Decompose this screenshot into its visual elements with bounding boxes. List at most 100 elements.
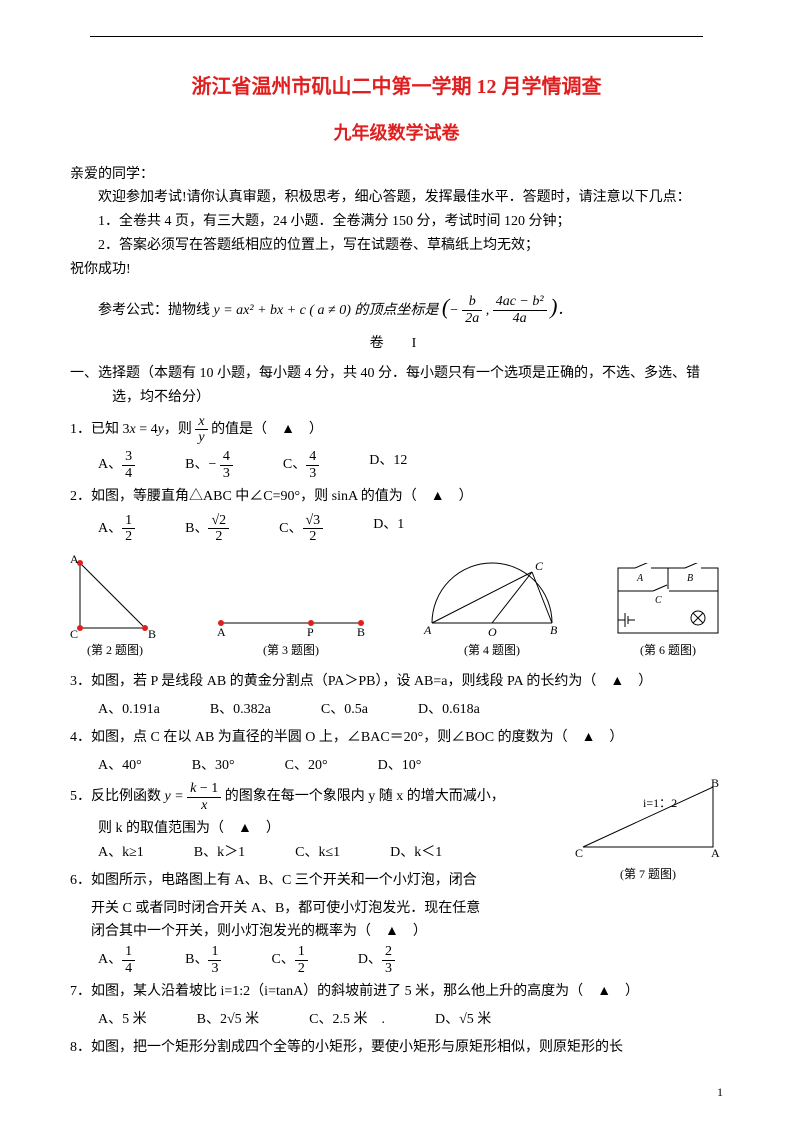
q5-blank: ▲ [238,821,252,836]
q1-blank: ▲ [281,422,295,437]
q6-l3: 闭合其中一个开关，则小灯泡发光的概率为（ ▲ ） [91,920,723,944]
q5-line2-b: ） [252,821,280,836]
q5-stem-b: 的图象在每一个象限内 y 随 x 的增大而减小， [225,789,505,804]
q3-b: B、0.382a [210,698,271,722]
q2-stem-b: ） [445,489,473,504]
svg-text:C: C [575,846,583,857]
svg-text:C: C [535,559,544,573]
rule-2: 2．答案必须写在答题纸相应的位置上，写在试题卷、草稿纸上均无效； [98,234,723,258]
svg-text:A: A [636,573,644,584]
q3-d: D、0.618a [418,698,480,722]
fig-q2: A C B (第 2 题图) [70,553,160,660]
q5-options: A、k≥1 B、k＞1 C、k≤1 D、k＜1 [98,841,563,865]
intro-1: 欢迎参加考试!请你认真审题，积极思考，细心答题，发挥最佳水平．答题时，请注意以下… [70,186,723,210]
q3-options: A、0.191a B、0.382a C、0.5a D、0.618a [98,698,723,722]
q6-l3-a: 闭合其中一个开关，则小灯泡发光的概率为（ [91,924,385,939]
q2-stem: 2．如图，等腰直角△ABC 中∠C=90°，则 sinA 的值为（ [70,489,431,504]
q1-a: A、 [98,458,122,473]
svg-text:i=1：2: i=1：2 [643,796,677,810]
q5-line2-a: 则 k 的取值范围为（ [98,821,238,836]
q3-a: A、0.191a [98,698,160,722]
top-rule [90,36,703,37]
q1-stem-e: ） [295,422,323,437]
q4-stem-b: ） [595,730,623,745]
title-2: 九年级数学试卷 [70,118,723,149]
q4-options: A、40° B、30° C、20° D、10° [98,754,723,778]
q1-stem-d: 的值是（ [211,422,281,437]
q4-c: C、20° [285,754,328,778]
q1-b: B、− [185,458,220,473]
title-1: 浙江省温州市矶山二中第一学期 12 月学情调查 [70,70,723,104]
q3-c: C、0.5a [321,698,368,722]
svg-text:A: A [70,553,79,566]
figure-row: A C B (第 2 题图) A P B (第 3 题图) A O B C [70,553,723,660]
q1-c: C、 [283,458,306,473]
q1-stem-a: 1．已知 3 [70,422,130,437]
svg-text:B: B [148,627,156,638]
svg-text:B: B [711,777,719,790]
q2-c: C、 [279,521,302,536]
q5-d: D、k＜1 [390,841,442,865]
q6-d: D、 [358,952,382,967]
q7-d: D、√5 米 [435,1008,491,1032]
q6-blank: ▲ [385,924,399,939]
fig7-caption: (第 7 题图) [573,864,723,884]
q3: 3．如图，若 P 是线段 AB 的黄金分割点（PA＞PB），设 AB=a，则线段… [70,670,723,694]
q3-blank: ▲ [610,674,624,689]
q7-stem: 7．如图，某人沿着坡比 i=1:2（i=tanA）的斜坡前进了 5 米，那么他上… [70,984,597,999]
q1-stem-b: = 4 [136,422,158,437]
formula-label: 参考公式：抛物线 [98,303,214,318]
q7-b: B、2√5 米 [197,1008,260,1032]
q5-a: A、k≥1 [98,841,144,865]
fig-q6: A B C (第 6 题图) [613,563,723,660]
q1-d: D、12 [369,449,407,481]
q6-c: C、 [271,952,294,967]
q5-stem-a: 5．反比例函数 [70,789,165,804]
svg-text:A: A [217,625,226,638]
fig3-caption: (第 3 题图) [263,643,319,657]
q2-a: A、 [98,521,122,536]
svg-text:A: A [711,846,720,857]
q7-c: C、2.5 米 . [309,1008,385,1032]
fig-q4: A O B C (第 4 题图) [422,558,562,660]
q5-c: C、k≤1 [295,841,340,865]
q3-stem: 3．如图，若 P 是线段 AB 的黄金分割点（PA＞PB），设 AB=a，则线段… [70,674,610,689]
formula-body: y = ax² + bx + c ( a ≠ 0) 的顶点坐标是 [214,303,439,318]
q3-stem-b: ） [624,674,652,689]
q7: 7．如图，某人沿着坡比 i=1:2（i=tanA）的斜坡前进了 5 米，那么他上… [70,980,723,1004]
svg-text:O: O [488,625,497,638]
part1-header: 一、选择题（本题有 10 小题，每小题 4 分，共 40 分．每小题只有一个选项… [112,362,723,410]
q4-blank: ▲ [582,730,596,745]
q2-options: A、12 B、√22 C、√32 D、1 [98,513,723,545]
q6-l3-b: ） [399,924,427,939]
fig2-caption: (第 2 题图) [87,643,143,657]
q2-blank: ▲ [431,489,445,504]
q4: 4．如图，点 C 在以 AB 为直径的半圆 O 上，∠BAC＝20°，则∠BOC… [70,726,723,750]
q7-options: A、5 米 B、2√5 米 C、2.5 米 . D、√5 米 [98,1008,723,1032]
q4-d: D、10° [378,754,422,778]
q1-options: A、34 B、− 43 C、43 D、12 [98,449,723,481]
svg-text:A: A [423,623,432,637]
q7-blank: ▲ [597,984,611,999]
svg-text:C: C [655,595,662,606]
q7-stem-b: ） [611,984,639,999]
q6-b: B、 [185,952,208,967]
reference-formula: 参考公式：抛物线 y = ax² + bx + c ( a ≠ 0) 的顶点坐标… [98,288,723,327]
q2: 2．如图，等腰直角△ABC 中∠C=90°，则 sinA 的值为（ ▲ ） [70,485,723,509]
q2-b: B、 [185,521,208,536]
q6-a: A、 [98,952,122,967]
q4-b: B、30° [192,754,235,778]
q2-d: D、1 [373,513,404,545]
q4-a: A、40° [98,754,142,778]
fig-q3: A P B (第 3 题图) [211,608,371,660]
q1-stem-c: ，则 [164,422,196,437]
fig4-caption: (第 4 题图) [464,643,520,657]
fig-q7: C A B i=1：2 (第 7 题图) [573,777,723,884]
greeting: 亲爱的同学： [70,163,723,187]
svg-text:B: B [550,623,558,637]
q8: 8．如图，把一个矩形分割成四个全等的小矩形，要使小矩形与原矩形相似，则原矩形的长 [70,1036,723,1060]
svg-text:B: B [357,625,365,638]
q1: 1．已知 3x = 4y，则 xy 的值是（ ▲ ） [70,414,723,446]
wish: 祝你成功! [70,258,723,282]
q4-stem: 4．如图，点 C 在以 AB 为直径的半圆 O 上，∠BAC＝20°，则∠BOC… [70,730,582,745]
